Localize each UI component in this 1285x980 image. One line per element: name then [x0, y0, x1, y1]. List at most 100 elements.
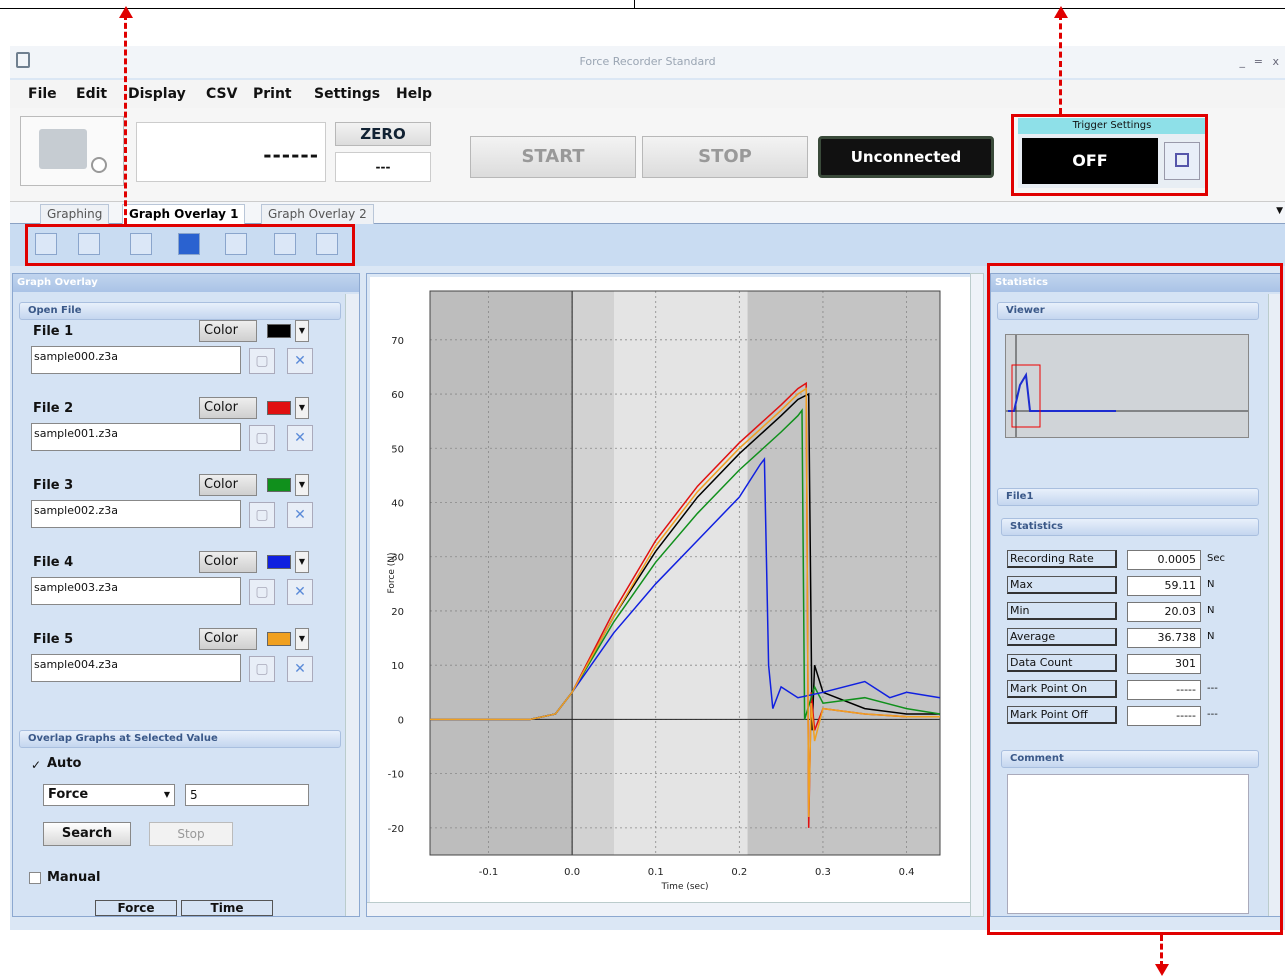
auto-checkbox[interactable]: ✓ — [31, 758, 42, 772]
tab-dropdown-icon[interactable]: ▼ — [1276, 206, 1283, 216]
open-file-icon[interactable]: ▢ — [249, 502, 275, 528]
tab-graph-overlay-2[interactable]: Graph Overlay 2 — [261, 204, 374, 224]
comment-section[interactable]: Comment — [1001, 750, 1259, 768]
image-icon[interactable] — [316, 233, 338, 255]
tab-bar: Graphing Graph Overlay 1 Graph Overlay 2… — [10, 202, 1285, 224]
color-swatch[interactable] — [267, 632, 291, 646]
tab-graphing[interactable]: Graphing — [40, 204, 110, 224]
threshold-input[interactable]: 5 — [185, 784, 309, 806]
color-dropdown-icon[interactable]: ▼ — [295, 474, 309, 496]
stat-unit: N — [1207, 631, 1215, 642]
search-button[interactable]: Search — [43, 822, 131, 846]
zoom-icon[interactable] — [35, 233, 57, 255]
maximize-button[interactable]: = — [1253, 55, 1263, 68]
open-file-icon[interactable]: ▢ — [249, 425, 275, 451]
overlap-section[interactable]: Overlap Graphs at Selected Value — [19, 730, 341, 748]
measure-icon[interactable] — [225, 233, 247, 255]
menu-help[interactable]: Help — [396, 86, 433, 102]
color-button[interactable]: Color — [199, 320, 257, 342]
statistics-section[interactable]: Statistics — [1001, 518, 1259, 536]
right-panel-scrollbar[interactable] — [1268, 294, 1282, 916]
remove-file-icon[interactable]: ✕ — [287, 348, 313, 374]
chart-v-scrollbar[interactable] — [970, 273, 984, 917]
color-dropdown-icon[interactable]: ▼ — [295, 320, 309, 342]
stat-value: 36.738 — [1127, 628, 1201, 648]
open-file-section[interactable]: Open File — [19, 302, 341, 320]
cursor-icon[interactable] — [274, 233, 296, 255]
undo-icon[interactable] — [78, 233, 100, 255]
stat-value: 20.03 — [1127, 602, 1201, 622]
zero-button[interactable]: ZERO — [335, 122, 431, 146]
color-button[interactable]: Color — [199, 397, 257, 419]
comment-textarea[interactable] — [1007, 774, 1249, 914]
y-tick-label: 20 — [391, 607, 404, 618]
file-path-input[interactable]: sample003.z3a — [31, 577, 241, 605]
x-tick-label: 0.2 — [731, 867, 747, 878]
color-swatch[interactable] — [267, 555, 291, 569]
close-button[interactable]: x — [1272, 55, 1279, 68]
open-file-icon[interactable]: ▢ — [249, 579, 275, 605]
color-dropdown-icon[interactable]: ▼ — [295, 397, 309, 419]
color-button[interactable]: Color — [199, 551, 257, 573]
color-swatch[interactable] — [267, 478, 291, 492]
stat-label: Average — [1007, 628, 1117, 646]
chart-h-scrollbar[interactable] — [367, 902, 977, 916]
left-panel-scrollbar[interactable] — [345, 294, 359, 916]
manual-label: Manual — [47, 870, 101, 885]
remove-file-icon[interactable]: ✕ — [287, 502, 313, 528]
color-dropdown-icon[interactable]: ▼ — [295, 551, 309, 573]
y-tick-label: -20 — [388, 824, 404, 835]
minimize-button[interactable]: _ — [1239, 55, 1246, 68]
remove-file-icon[interactable]: ✕ — [287, 656, 313, 682]
stop-button[interactable]: STOP — [642, 136, 808, 178]
stat-value: 59.11 — [1127, 576, 1201, 596]
file-path-input[interactable]: sample000.z3a — [31, 346, 241, 374]
tab-graph-overlay-1[interactable]: Graph Overlay 1 — [122, 204, 246, 224]
menu-print[interactable]: Print — [253, 86, 292, 102]
color-swatch[interactable] — [267, 324, 291, 338]
callout-trigger-arrow — [1054, 6, 1068, 18]
menu-display[interactable]: Display — [128, 86, 186, 102]
y-tick-label: 0 — [398, 715, 404, 726]
toolbar: ------ ZERO --- START STOP Unconnected T… — [10, 108, 1285, 202]
start-button[interactable]: START — [470, 136, 636, 178]
statistics-panel: Statistics Viewer File1 Statistics Recor… — [990, 273, 1283, 917]
remove-file-icon[interactable]: ✕ — [287, 425, 313, 451]
x-tick-label: 0.3 — [815, 867, 831, 878]
file-path-input[interactable]: sample001.z3a — [31, 423, 241, 451]
y-axis-label: Force (N) — [387, 553, 397, 594]
col-time-header: Time — [181, 900, 273, 916]
color-button[interactable]: Color — [199, 628, 257, 650]
trigger-settings-button[interactable] — [1164, 142, 1200, 180]
menu-settings[interactable]: Settings — [314, 86, 381, 102]
stat-value: ----- — [1127, 706, 1201, 726]
window-title: Force Recorder Standard — [579, 55, 716, 68]
viewer-section[interactable]: Viewer — [997, 302, 1259, 320]
force-time-chart[interactable]: -0.1 0.0 0.1 0.2 0.3 0.4 70 60 50 40 30 20 10 0 -10 -20… — [370, 277, 974, 903]
stat-label: Mark Point Off — [1007, 706, 1117, 724]
force-select[interactable]: Force ▼ — [43, 784, 175, 806]
y-tick-label: 30 — [391, 553, 404, 564]
menu-file[interactable]: File — [28, 86, 57, 102]
open-file-icon[interactable]: ▢ — [249, 348, 275, 374]
select-rect-icon[interactable] — [130, 233, 152, 255]
color-dropdown-icon[interactable]: ▼ — [295, 628, 309, 650]
color-swatch[interactable] — [267, 401, 291, 415]
color-button[interactable]: Color — [199, 474, 257, 496]
pan-hand-icon[interactable] — [178, 233, 200, 255]
file-path-input[interactable]: sample002.z3a — [31, 500, 241, 528]
file1-section[interactable]: File1 — [997, 488, 1259, 506]
viewer-thumbnail[interactable] — [1005, 334, 1249, 438]
menu-edit[interactable]: Edit — [76, 86, 108, 102]
callout-toolbar-arrow — [119, 6, 133, 18]
file-path-input[interactable]: sample004.z3a — [31, 654, 241, 682]
menu-csv[interactable]: CSV — [206, 86, 238, 102]
plot-band — [613, 291, 748, 855]
open-file-icon[interactable]: ▢ — [249, 656, 275, 682]
x-tick-label: -0.1 — [479, 867, 499, 878]
callout-trigger-line — [1059, 14, 1062, 114]
stop-search-button[interactable]: Stop — [149, 822, 233, 846]
manual-checkbox[interactable] — [29, 872, 41, 884]
open-folder-button[interactable] — [20, 116, 124, 186]
remove-file-icon[interactable]: ✕ — [287, 579, 313, 605]
